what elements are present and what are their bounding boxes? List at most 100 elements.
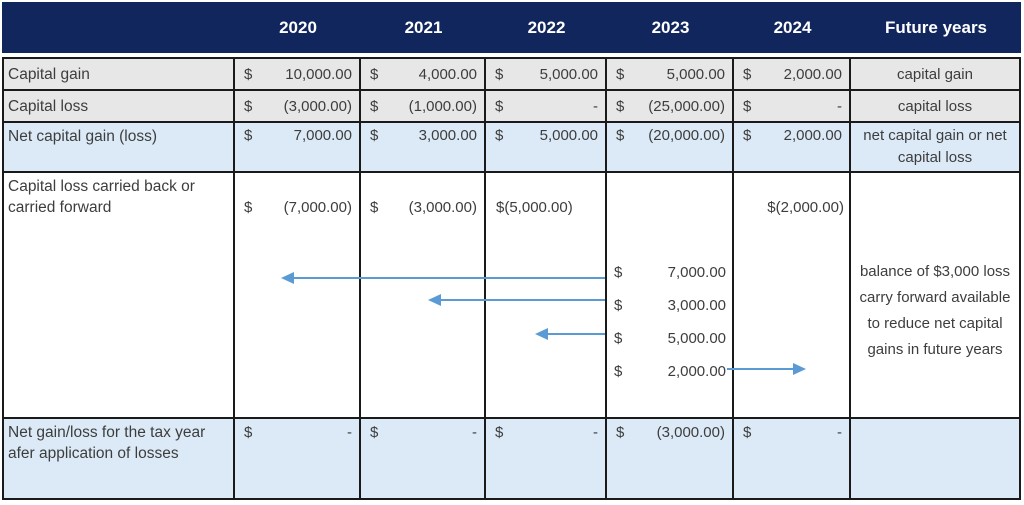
cell-capital-gain-2020: $10,000.00 bbox=[235, 59, 359, 89]
amount: 7,000.00 bbox=[667, 264, 726, 281]
carryforward-arrow-to-2024 bbox=[727, 363, 806, 375]
table-body: Capital gain $10,000.00 $4,000.00 $5,000… bbox=[2, 57, 1021, 500]
cell-capital-loss-future: capital loss bbox=[851, 91, 1019, 121]
cell-capital-gain-future: capital gain bbox=[851, 59, 1019, 89]
header-year-2020: 2020 bbox=[279, 17, 317, 37]
currency-symbol: $ bbox=[616, 127, 625, 144]
arrow-shaft bbox=[438, 299, 605, 301]
cell-net-gain-future: net capital gain or net capital loss bbox=[851, 123, 1019, 171]
currency-symbol: $ bbox=[370, 97, 379, 115]
currency-symbol: $ bbox=[616, 424, 625, 441]
currency-symbol: $ bbox=[743, 424, 752, 441]
cell-net-gain-2022: $5,000.00 bbox=[486, 123, 605, 171]
header-year-2021: 2021 bbox=[404, 17, 443, 37]
amount: 3,000.00 bbox=[667, 297, 726, 314]
carryback-arrow-to-2020 bbox=[281, 272, 605, 284]
header-corner-cell bbox=[2, 2, 235, 53]
currency-symbol: $ bbox=[495, 97, 504, 115]
amount: (3,000.00) bbox=[408, 199, 477, 216]
currency-symbol: $ bbox=[370, 424, 379, 441]
cell-capital-gain-2022: $5,000.00 bbox=[486, 59, 605, 89]
arrow-head-left-icon bbox=[428, 294, 441, 306]
currency-symbol: $ bbox=[244, 65, 253, 83]
cell-capital-loss-2021: $ (1,000.00) bbox=[361, 91, 484, 121]
currency-symbol: $ bbox=[616, 97, 625, 115]
row-label-capital-loss: Capital loss bbox=[4, 91, 233, 121]
amount: (3,000.00) bbox=[656, 424, 725, 441]
cell-after-2023: $ (3,000.00) bbox=[607, 419, 732, 498]
carryback-arrow-to-2021 bbox=[428, 294, 605, 306]
currency-symbol: $ bbox=[244, 127, 253, 144]
header-year-2023: 2023 bbox=[651, 17, 690, 37]
row-label-net-capital-gain: Net capital gain (loss) bbox=[4, 123, 233, 171]
amount: (1,000.00) bbox=[408, 97, 477, 115]
cell-capital-loss-2023: $ (25,000.00) bbox=[607, 91, 732, 121]
carryback-arrow-to-2022 bbox=[535, 328, 605, 340]
arrow-shaft bbox=[727, 368, 796, 370]
amount: - bbox=[837, 424, 842, 441]
currency-symbol: $ bbox=[244, 199, 253, 216]
cell-capital-loss-2024: $ - bbox=[734, 91, 849, 121]
amount: 10,000.00 bbox=[285, 65, 352, 83]
cell-after-2024: $ - bbox=[734, 419, 849, 498]
currency-symbol: $ bbox=[614, 363, 623, 380]
amount: (25,000.00) bbox=[648, 97, 725, 115]
amount: 5,000.00 bbox=[539, 127, 598, 144]
cell-capital-loss-2022: $ - bbox=[486, 91, 605, 121]
amount: (7,000.00) bbox=[283, 199, 352, 216]
currency-symbol: $ bbox=[244, 97, 253, 115]
currency-symbol: $ bbox=[370, 199, 379, 216]
cell-carried-2023-loss-application: $7,000.00 $3,000.00 $5,000.00 $2,000.00 bbox=[607, 173, 732, 417]
currency-symbol: $ bbox=[616, 65, 625, 83]
cell-carried-2024: $(2,000.00) bbox=[734, 173, 849, 417]
currency-symbol: $ bbox=[743, 127, 752, 144]
cell-capital-gain-2024: $2,000.00 bbox=[734, 59, 849, 89]
cell-after-2021: $ - bbox=[361, 419, 484, 498]
amount: (20,000.00) bbox=[648, 127, 725, 144]
header-future-years: Future years bbox=[884, 17, 988, 37]
cell-after-future bbox=[851, 419, 1019, 498]
amount: - bbox=[472, 424, 477, 441]
row-label-capital-gain: Capital gain bbox=[4, 59, 233, 89]
currency-symbol: $ bbox=[614, 264, 623, 281]
cell-carried-future-balance-note: balance of $3,000 loss carry forward ava… bbox=[851, 173, 1019, 417]
arrow-head-left-icon bbox=[535, 328, 548, 340]
cell-net-gain-2021: $3,000.00 bbox=[361, 123, 484, 171]
cell-carried-2020: $ (7,000.00) bbox=[235, 173, 359, 417]
amount: 2,000.00 bbox=[667, 363, 726, 380]
cell-capital-gain-2021: $4,000.00 bbox=[361, 59, 484, 89]
amount: - bbox=[347, 424, 352, 441]
currency-symbol: $ bbox=[614, 330, 623, 347]
currency-symbol: $ bbox=[743, 97, 752, 115]
cell-carried-2022: $(5,000.00) bbox=[486, 173, 605, 417]
header-year-2024: 2024 bbox=[773, 17, 812, 37]
cell-net-gain-2024: $2,000.00 bbox=[734, 123, 849, 171]
table-header-row: 2020 2021 2022 2023 2024 Future years bbox=[2, 2, 1021, 53]
cell-net-gain-2020: $7,000.00 bbox=[235, 123, 359, 171]
currency-symbol: $ bbox=[743, 65, 752, 83]
applied-loss-to-2021: $3,000.00 bbox=[607, 289, 732, 322]
amount: 5,000.00 bbox=[666, 65, 725, 83]
arrow-shaft bbox=[291, 277, 605, 279]
applied-loss-to-2024: $2,000.00 bbox=[607, 355, 732, 388]
amount: 3,000.00 bbox=[418, 127, 477, 144]
currency-symbol: $ bbox=[495, 424, 504, 441]
applied-loss-to-2020: $7,000.00 bbox=[607, 256, 732, 289]
amount: (3,000.00) bbox=[283, 97, 352, 115]
cell-capital-loss-2020: $ (3,000.00) bbox=[235, 91, 359, 121]
currency-symbol: $ bbox=[370, 127, 379, 144]
row-label-net-gain-after-losses: Net gain/loss for the tax year afer appl… bbox=[4, 419, 233, 498]
amount: - bbox=[593, 97, 598, 115]
currency-symbol: $ bbox=[614, 297, 623, 314]
amount: 2,000.00 bbox=[783, 127, 842, 144]
amount: - bbox=[593, 424, 598, 441]
cell-carried-2021: $ (3,000.00) bbox=[361, 173, 484, 417]
arrow-head-right-icon bbox=[793, 363, 806, 375]
header-year-2022: 2022 bbox=[527, 17, 566, 37]
amount: 5,000.00 bbox=[539, 65, 598, 83]
arrow-shaft bbox=[545, 333, 605, 335]
currency-symbol: $ bbox=[244, 424, 253, 441]
arrow-head-left-icon bbox=[281, 272, 294, 284]
cell-capital-gain-2023: $5,000.00 bbox=[607, 59, 732, 89]
